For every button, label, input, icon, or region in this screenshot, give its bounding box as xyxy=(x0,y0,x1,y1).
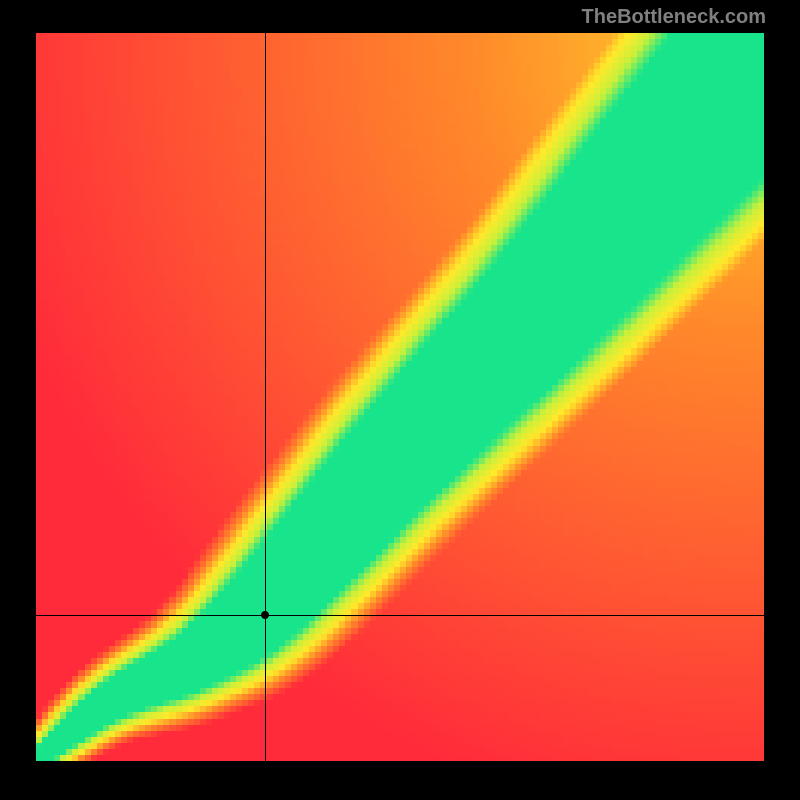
watermark-text: TheBottleneck.com xyxy=(582,6,766,29)
heatmap-canvas xyxy=(36,33,764,761)
plot-area xyxy=(36,33,764,761)
crosshair-marker xyxy=(261,611,269,619)
chart-frame: TheBottleneck.com xyxy=(0,0,800,800)
crosshair-horizontal xyxy=(36,615,764,616)
crosshair-vertical xyxy=(265,33,266,761)
